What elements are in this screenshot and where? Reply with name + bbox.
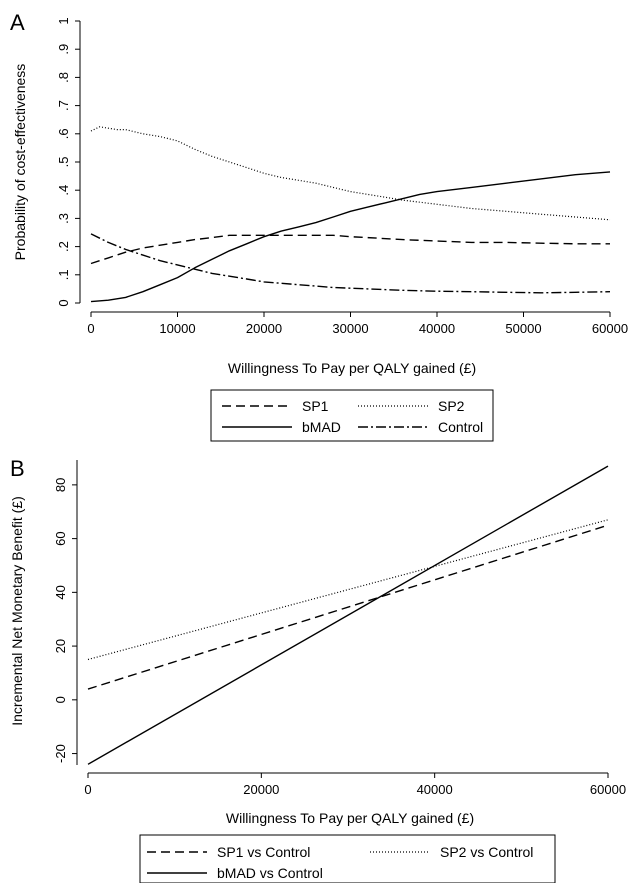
panel-a-series-sp2 — [90, 126, 611, 221]
panel-a-y-tick-label: .1 — [56, 269, 71, 280]
panel-a-x-tick-label: 0 — [87, 321, 94, 336]
panel-a-y-tick-label: .8 — [56, 72, 71, 83]
panel-a-legend-label-control: Control — [438, 419, 483, 435]
panel-b-plot: -20 0 20 40 60 80 0 20000 40000 60000 — [53, 460, 626, 797]
panel-a-x-axis-title: Willingness To Pay per QALY gained (£) — [228, 360, 476, 376]
panel-b-y-tick-label: 40 — [53, 585, 68, 599]
panel-a-legend-label-sp2: SP2 — [438, 398, 465, 414]
panel-a-x-tick-label: 10000 — [159, 321, 195, 336]
panel-b-y-tick-label: 80 — [53, 478, 68, 492]
panel-a-legend-label-bmad: bMAD — [302, 419, 341, 435]
panel-a-series-bmad — [90, 171, 611, 303]
panel-a-letter: A — [10, 10, 25, 35]
panel-a-x-tick-label: 50000 — [505, 321, 541, 336]
panel-b-x-tick-label: 40000 — [417, 782, 453, 797]
panel-b-legend-box — [139, 834, 556, 883]
panel-a-y-tick-label: .6 — [56, 128, 71, 139]
panel-b-y-tick-label: 20 — [53, 639, 68, 653]
panel-b-x-tick-label: 0 — [84, 782, 91, 797]
panel-a-y-tick-label: .7 — [56, 100, 71, 111]
panel-b: B Incremental Net Monetary Benefit (£) W… — [9, 456, 626, 883]
panel-a-y-tick-label: 1 — [56, 17, 71, 24]
panel-b-legend-label-sp2: SP2 vs Control — [440, 844, 533, 860]
panel-a-y-axis-title: Probability of cost-effectiveness — [12, 64, 28, 261]
panel-b-series-sp1-vs-control — [87, 524, 609, 690]
panel-b-y-tick-label: 0 — [53, 696, 68, 703]
panel-a-y-tick-label: .4 — [56, 185, 71, 196]
panel-a-x-tick-label: 40000 — [419, 321, 455, 336]
panel-b-legend-label-bmad: bMAD vs Control — [217, 865, 323, 881]
panel-a-x-tick-label: 60000 — [592, 321, 628, 336]
panel-b-y-tick-label: 60 — [53, 531, 68, 545]
panel-a-y-tick-label: .9 — [56, 44, 71, 55]
panel-a-x-tick-label: 20000 — [246, 321, 282, 336]
panel-a-y-tick-label: .5 — [56, 157, 71, 168]
panel-a-y-tick-label: .2 — [56, 241, 71, 252]
panel-b-y-axis-title: Incremental Net Monetary Benefit (£) — [9, 496, 25, 726]
panel-a-y-tick-label: .3 — [56, 213, 71, 224]
panel-a-legend-label-sp1: SP1 — [302, 398, 329, 414]
panel-b-legend-label-sp1: SP1 vs Control — [217, 844, 310, 860]
panel-a-series-sp1 — [90, 234, 610, 265]
panel-b-x-tick-label: 20000 — [243, 782, 279, 797]
panel-b-x-axis-title: Willingness To Pay per QALY gained (£) — [226, 810, 474, 826]
panel-a-series-control — [90, 233, 611, 294]
panel-b-y-tick-label: -20 — [53, 744, 68, 763]
panel-b-letter: B — [10, 456, 25, 481]
panel-a-plot: 0 .1 .2 .3 .4 .5 .6 .7 .8 .9 1 0 10000 20000 30000 4000… — [56, 17, 628, 336]
panel-a-y-tick-label: 0 — [56, 299, 71, 306]
panel-b-series-bmad-vs-control — [87, 465, 609, 765]
panel-a: A Probability of cost-effectiveness Will… — [10, 10, 628, 442]
panel-b-legend: SP1 vs Control SP2 vs Control bMAD vs Co… — [139, 834, 556, 883]
panel-a-legend-box — [210, 389, 494, 442]
panel-b-series-sp2-vs-control — [87, 519, 609, 661]
panel-a-legend: SP1 SP2 bMAD Control — [210, 389, 494, 442]
panel-a-x-tick-label: 30000 — [332, 321, 368, 336]
panel-b-x-tick-label: 60000 — [590, 782, 626, 797]
